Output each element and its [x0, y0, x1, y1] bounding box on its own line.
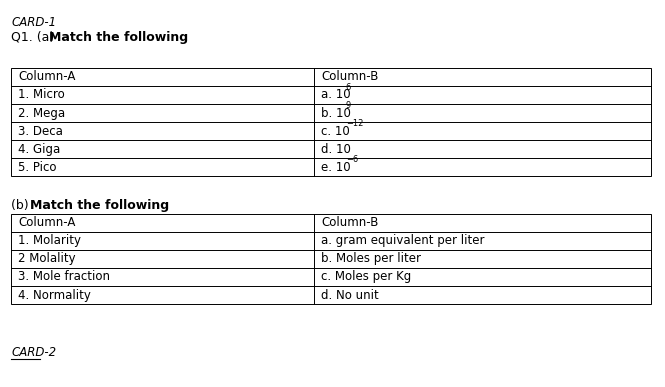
Text: 1. Molarity: 1. Molarity [18, 234, 81, 247]
Text: a. gram equivalent per liter: a. gram equivalent per liter [321, 234, 485, 247]
Text: e. 10: e. 10 [321, 161, 351, 174]
Bar [11, 214, 651, 304]
Text: 5. Pico: 5. Pico [18, 161, 57, 174]
Text: CARD-2: CARD-2 [11, 346, 57, 359]
Bar [11, 68, 651, 176]
Text: a. 10: a. 10 [321, 88, 351, 101]
Text: 4. Normality: 4. Normality [18, 289, 91, 301]
Text: d. No unit: d. No unit [321, 289, 379, 301]
Text: Match the following: Match the following [49, 31, 189, 44]
Text: 6: 6 [346, 83, 351, 92]
Text: 9: 9 [346, 101, 351, 110]
Text: 2. Mega: 2. Mega [18, 106, 65, 120]
Text: Column-A: Column-A [18, 70, 75, 83]
Text: c. Moles per Kg: c. Moles per Kg [321, 271, 412, 283]
Text: b. Moles per liter: b. Moles per liter [321, 252, 422, 265]
Text: 2 Molality: 2 Molality [18, 252, 76, 265]
Text: c. 10: c. 10 [321, 125, 350, 138]
Text: 3. Deca: 3. Deca [18, 125, 63, 138]
Text: b. 10: b. 10 [321, 106, 351, 120]
Text: 4. Giga: 4. Giga [18, 143, 61, 156]
Text: Column-B: Column-B [321, 216, 378, 229]
Text: −12: −12 [346, 119, 363, 128]
Text: 3. Mole fraction: 3. Mole fraction [18, 271, 110, 283]
Text: 1. Micro: 1. Micro [18, 88, 65, 101]
Text: Column-A: Column-A [18, 216, 75, 229]
Text: −6: −6 [346, 155, 358, 164]
Text: Q1. (a): Q1. (a) [11, 31, 59, 44]
Text: Column-B: Column-B [321, 70, 378, 83]
Text: d. 10: d. 10 [321, 143, 351, 156]
Text: (b): (b) [11, 199, 33, 212]
Text: Match the following: Match the following [31, 199, 170, 212]
Text: CARD-1: CARD-1 [11, 16, 57, 29]
